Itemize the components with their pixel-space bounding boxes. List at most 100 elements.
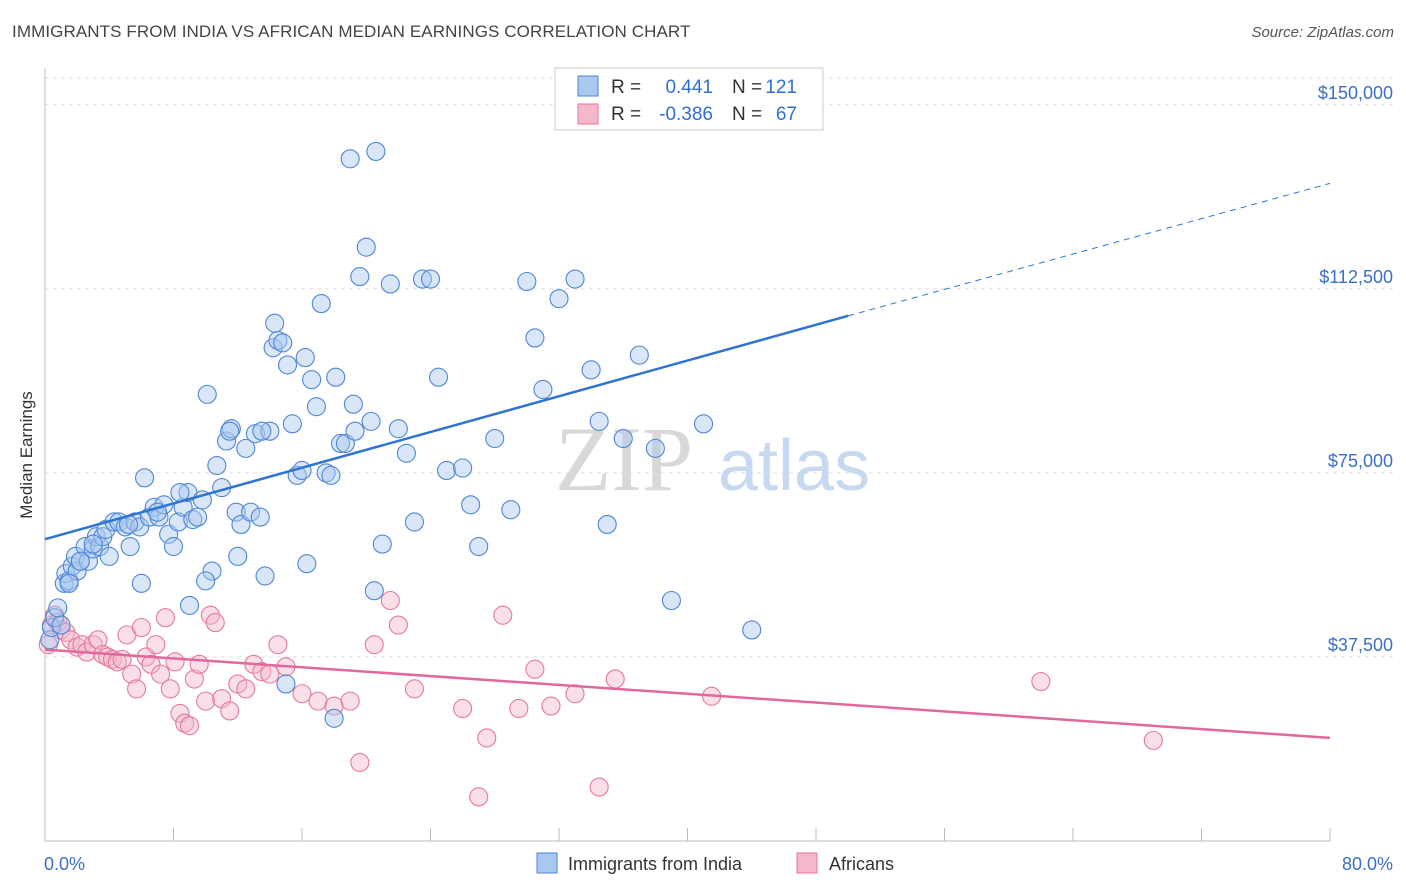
africans-point	[565, 684, 585, 704]
india-point	[311, 294, 331, 314]
india-point	[59, 573, 79, 593]
x-tick-label-max: 80.0%	[1342, 854, 1393, 874]
india-point	[220, 421, 240, 441]
africans-point	[350, 752, 370, 773]
india-point	[525, 328, 545, 348]
india-points	[40, 141, 762, 728]
legend-r-value-india: 0.441	[665, 77, 713, 98]
africans-point	[122, 664, 142, 684]
chart-title: IMMIGRANTS FROM INDIA VS AFRICAN MEDIAN …	[12, 22, 691, 41]
india-point	[589, 411, 609, 431]
correlation-legend: R = 0.441 N = 121 R = -0.386 N = 67	[554, 67, 824, 131]
india-point	[228, 546, 248, 566]
legend-n-value-africans: 67	[776, 104, 797, 125]
india-point	[188, 507, 208, 527]
x-tick-label-min: 0.0%	[44, 854, 85, 874]
africans-point	[509, 698, 529, 719]
india-point	[350, 267, 370, 287]
india-point	[372, 534, 392, 554]
india-point	[273, 333, 293, 353]
africans-point	[127, 679, 147, 699]
x-ticks	[44, 828, 1331, 841]
india-point	[388, 419, 408, 439]
india-point	[629, 345, 649, 365]
india-point	[565, 269, 585, 289]
india-point	[197, 384, 217, 404]
africans-point	[268, 635, 288, 655]
africans-point	[61, 630, 81, 650]
grid-lines	[45, 77, 1395, 658]
legend-swatch-africans	[577, 103, 599, 125]
africans-point	[589, 777, 609, 797]
africans-point	[605, 669, 625, 689]
africans-point	[388, 615, 408, 635]
africans-point	[340, 691, 360, 711]
india-point	[321, 465, 341, 485]
india-point	[345, 421, 365, 441]
africans-point	[380, 590, 400, 611]
legend-box	[554, 67, 824, 131]
chart-source: Source: ZipAtlas.com	[1251, 24, 1394, 41]
india-point	[260, 421, 280, 441]
india-point	[196, 571, 216, 591]
india-point	[361, 411, 381, 431]
africans-point	[525, 659, 545, 679]
india-point	[250, 507, 270, 527]
africans-point	[1143, 730, 1163, 750]
india-point	[265, 313, 285, 333]
africans-point	[196, 691, 216, 711]
india-point	[343, 394, 363, 414]
india-point	[533, 379, 553, 400]
india-point	[326, 367, 346, 387]
india-point	[485, 428, 505, 449]
india-point	[517, 271, 537, 292]
africans-point	[541, 696, 561, 716]
legend-r-label-india: R =	[611, 77, 641, 98]
africans-point	[131, 617, 151, 638]
legend-n-label-africans: N =	[732, 104, 762, 125]
india-point	[340, 149, 360, 169]
africans-point	[151, 664, 171, 684]
india-point	[645, 438, 665, 458]
africans-point	[469, 787, 489, 807]
india-point	[581, 360, 601, 380]
trend-lines	[44, 182, 1331, 740]
series-legend: Immigrants from India Africans	[536, 852, 894, 874]
legend-swatch-india	[577, 75, 599, 97]
india-point	[131, 573, 151, 593]
india-point	[549, 289, 569, 309]
legend-r-label-africans: R =	[611, 104, 641, 125]
india-point	[380, 274, 400, 294]
africans-point	[260, 664, 280, 684]
africans-point	[477, 728, 497, 748]
india-point	[70, 551, 90, 571]
africans-point	[404, 679, 424, 699]
india-point	[356, 237, 376, 257]
africans-point	[160, 679, 180, 699]
india-point	[404, 512, 424, 532]
india-point	[295, 348, 315, 368]
india-point	[364, 581, 384, 601]
india-point	[613, 428, 633, 449]
india-point	[412, 269, 433, 289]
india-point	[453, 458, 473, 478]
legend-n-value-india: 121	[765, 77, 797, 98]
india-point	[202, 561, 222, 581]
africans-point	[180, 716, 200, 736]
legend-r-value-africans: -0.386	[659, 104, 713, 125]
india-point	[120, 536, 140, 557]
india-point	[306, 397, 327, 417]
legend-n-label-india: N =	[732, 77, 762, 98]
india-point	[163, 536, 184, 557]
india-point	[396, 443, 416, 463]
india-point	[437, 460, 457, 481]
india-point	[255, 566, 275, 586]
africans-points	[38, 590, 1163, 807]
india-point	[597, 514, 617, 534]
india-point	[99, 546, 119, 566]
india-point	[428, 367, 449, 387]
africans-point	[364, 635, 384, 655]
india-point	[276, 674, 296, 694]
india-point	[207, 455, 227, 476]
india-point	[226, 502, 246, 522]
